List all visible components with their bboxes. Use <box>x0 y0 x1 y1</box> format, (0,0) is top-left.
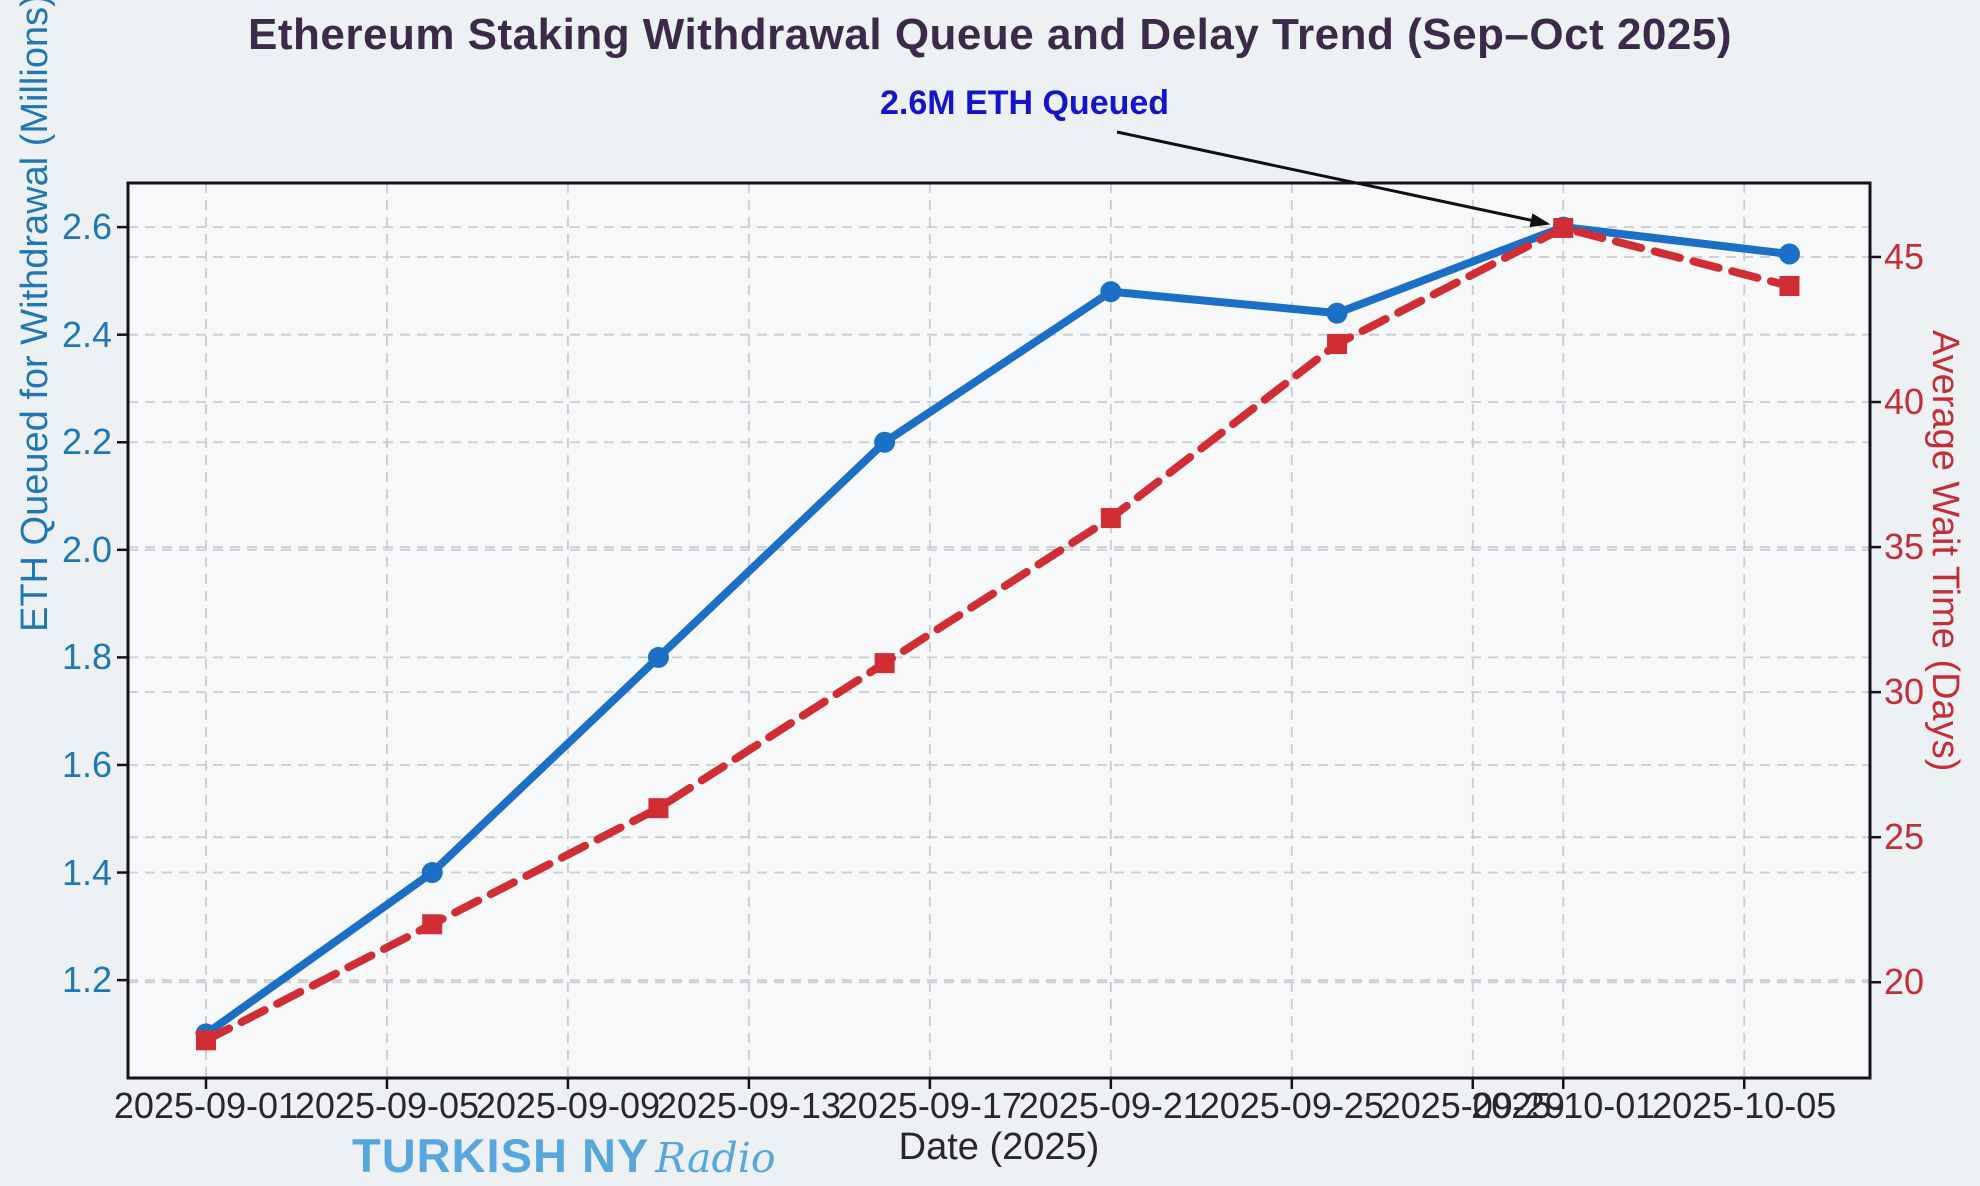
series-0-marker <box>874 431 896 453</box>
x-tick-label: 2025-10-05 <box>1652 1085 1837 1126</box>
x-tick-label: 2025-10-01 <box>1471 1085 1656 1126</box>
x-tick-label: 2025-09-13 <box>656 1085 841 1126</box>
annotation-arrowhead <box>1529 213 1551 228</box>
series-1-marker <box>1100 508 1121 529</box>
y-tick-label-left: 1.8 <box>61 636 112 678</box>
series-1-marker <box>1779 275 1800 296</box>
y-tick-label-right: 45 <box>1884 235 1925 277</box>
y-tick-label-left: 1.4 <box>61 851 112 893</box>
series-1-marker <box>874 653 895 674</box>
annotation-label: 2.6M ETH Queued <box>880 84 1170 122</box>
y-tick-label-left: 2.4 <box>61 313 112 355</box>
x-tick-label: 2025-09-17 <box>837 1085 1022 1126</box>
x-tick-label: 2025-09-09 <box>475 1085 660 1126</box>
annotation-arrow-line <box>1116 130 1532 222</box>
series-0-marker <box>1326 302 1348 324</box>
series-0-marker <box>1100 281 1122 303</box>
x-tick-label: 2025-09-29 <box>1380 1085 1565 1126</box>
y-tick-label-right: 30 <box>1884 671 1925 713</box>
series-0-marker <box>1778 243 1800 265</box>
watermark: TURKISH NY Radio <box>352 1128 776 1183</box>
y-tick-label-left: 1.6 <box>61 743 112 785</box>
watermark-suffix: Radio <box>655 1134 776 1182</box>
x-axis-label: Date (2025) <box>898 1126 1100 1168</box>
series-line-0 <box>201 223 1794 1038</box>
series-1-marker <box>1327 334 1348 355</box>
series-1-marker <box>1553 217 1574 238</box>
series-1-marker <box>648 798 669 819</box>
y-tick-label-right: 20 <box>1884 961 1925 1003</box>
y-tick-label-left: 2.0 <box>61 528 112 570</box>
x-tick-label: 2025-09-01 <box>113 1085 299 1126</box>
y-tick-label-left: 1.2 <box>61 959 112 1001</box>
series-0-marker <box>647 646 669 668</box>
watermark-brand: TURKISH NY <box>352 1129 650 1182</box>
x-tick-label: 2025-09-21 <box>1018 1085 1203 1126</box>
series-line-1 <box>201 223 1794 1045</box>
x-tick-label: 2025-09-05 <box>294 1085 480 1126</box>
y-tick-label-right: 25 <box>1884 816 1925 858</box>
y-tick-label-right: 40 <box>1884 381 1925 423</box>
x-tick-label: 2025-09-25 <box>1199 1085 1384 1126</box>
right-y-axis-label: Average Wait Time (Days) <box>1924 330 1966 772</box>
y-tick-label-left: 2.6 <box>61 206 112 248</box>
y-tick-label-right: 35 <box>1884 526 1925 568</box>
y-tick-label-left: 2.2 <box>61 421 112 463</box>
series-0-marker <box>421 862 443 884</box>
page-title: Ethereum Staking Withdrawal Queue and De… <box>248 10 1732 59</box>
series-1-marker <box>195 1030 216 1051</box>
axes-frame <box>126 181 1872 1080</box>
series-1-marker <box>422 914 443 935</box>
